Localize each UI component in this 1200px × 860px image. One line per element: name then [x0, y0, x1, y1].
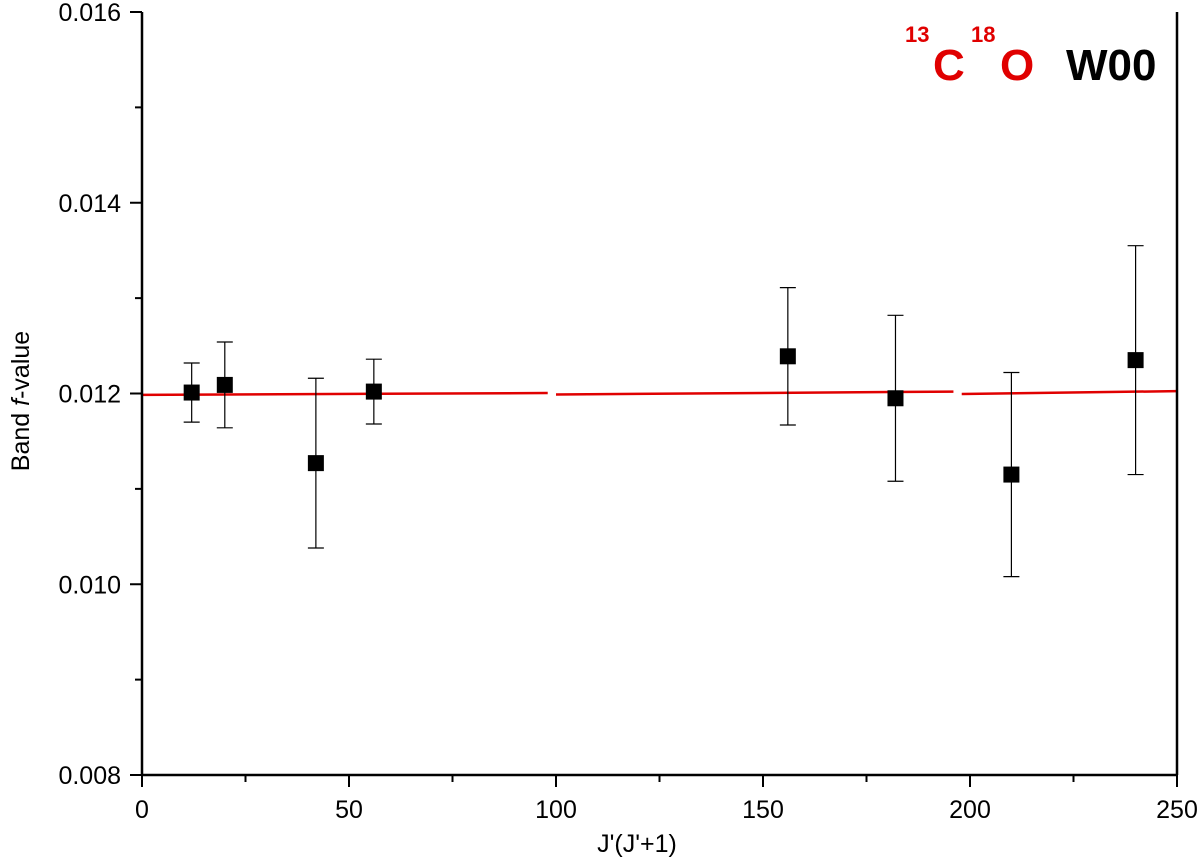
x-tick-label: 200 — [949, 796, 991, 824]
fit-line-segment — [555, 390, 954, 396]
annotation-sup-13: 13 — [905, 22, 929, 47]
x-tick-label: 50 — [335, 796, 363, 824]
data-point — [887, 390, 904, 407]
data-point — [1127, 352, 1144, 369]
y-tick-label: 0.012 — [58, 381, 121, 409]
data-point — [307, 455, 324, 472]
error-bar-layer — [183, 245, 1144, 578]
y-axis-title-suffix: -value — [7, 331, 35, 399]
x-axis-title: J'(J'+1) — [597, 830, 677, 858]
fit-line-segment — [141, 391, 548, 397]
x-tick-label: 250 — [1156, 796, 1198, 824]
annotation-element-o: O — [1000, 41, 1034, 90]
x-tick-label: 0 — [135, 796, 149, 824]
data-point — [779, 348, 796, 365]
y-tick-label: 0.010 — [58, 571, 121, 599]
annotation-sup-18: 18 — [971, 22, 995, 47]
y-tick-label: 0.014 — [58, 190, 121, 218]
isotope-annotation: 13 C 18 O W00 — [905, 22, 1156, 90]
point-layer — [183, 348, 1144, 483]
annotation-label-w00: W00 — [1066, 41, 1156, 90]
y-axis-title-italic: f — [7, 396, 35, 406]
data-point — [183, 384, 200, 401]
data-point — [1003, 466, 1020, 483]
data-point — [216, 376, 233, 393]
y-axis-title-prefix: Band — [7, 406, 35, 471]
x-tick-label: 150 — [742, 796, 784, 824]
y-axis-title: Band f-value — [7, 331, 35, 471]
axis-layer: 0 50 100 150 200 250 0.008 0.010 0.012 0.014 0.016 — [58, 0, 1197, 824]
fit-line-segment — [961, 389, 1178, 396]
data-point — [365, 383, 382, 400]
fit-layer — [141, 389, 1178, 397]
y-tick-label: 0.016 — [58, 0, 121, 27]
y-tick-label: 0.008 — [58, 762, 121, 790]
annotation-element-c: C — [933, 41, 965, 90]
x-tick-label: 100 — [535, 796, 577, 824]
